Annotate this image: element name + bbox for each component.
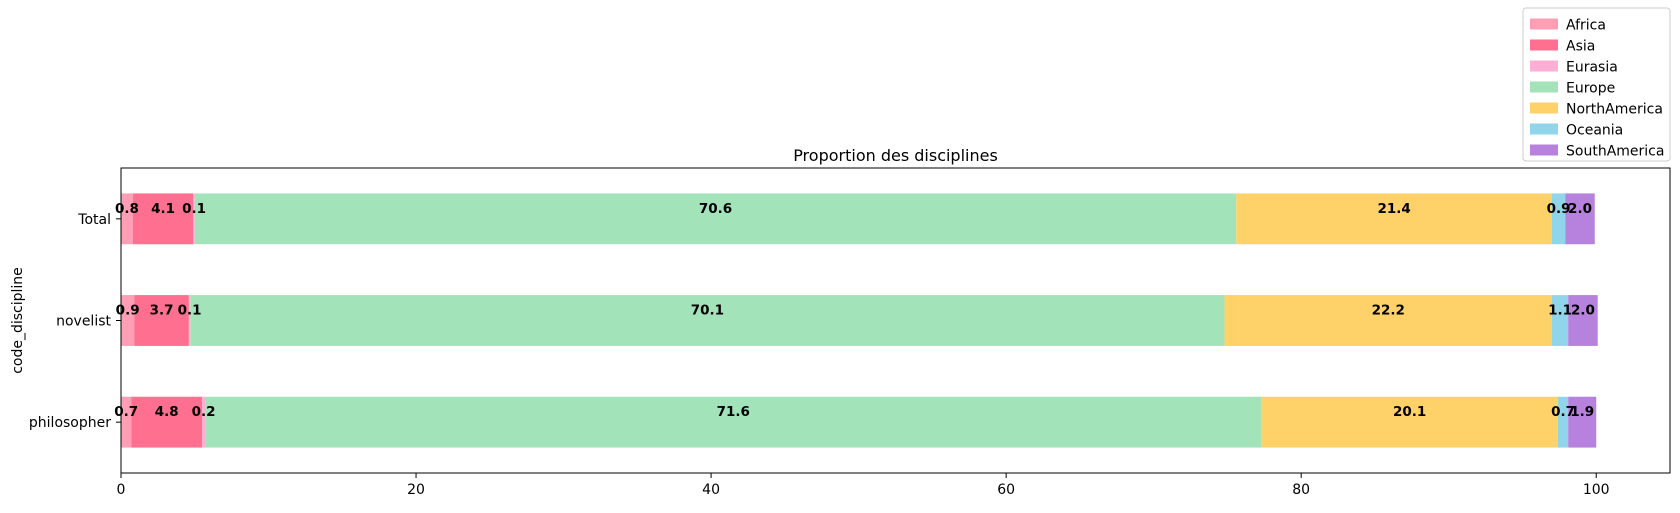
legend-label-europe: Europe bbox=[1566, 81, 1615, 97]
data-label-northamerica-novelist: 22.2 bbox=[1372, 303, 1405, 319]
data-label-asia-novelist: 3.7 bbox=[150, 303, 174, 319]
data-label-southamerica-total: 2.0 bbox=[1568, 201, 1592, 217]
data-label-asia-philosopher: 4.8 bbox=[155, 404, 179, 420]
bar-oceania-total bbox=[1551, 193, 1566, 245]
bar-asia-total bbox=[132, 193, 194, 245]
data-label-southamerica-philosopher: 1.9 bbox=[1570, 404, 1594, 420]
data-label-oceania-novelist: 1.1 bbox=[1548, 303, 1572, 319]
legend-box bbox=[1522, 7, 1671, 162]
bar-northamerica-total bbox=[1236, 193, 1552, 245]
x-tick-label-0: 0 bbox=[117, 482, 126, 498]
bar-europe-total bbox=[194, 193, 1237, 245]
data-label-africa-novelist: 0.9 bbox=[116, 303, 140, 319]
data-label-asia-total: 4.1 bbox=[151, 201, 175, 217]
bar-asia-philosopher bbox=[131, 396, 203, 448]
data-label-northamerica-philosopher: 20.1 bbox=[1393, 404, 1426, 420]
y-axis-label: code_discipline bbox=[10, 267, 26, 374]
data-label-africa-total: 0.8 bbox=[115, 201, 139, 217]
legend-swatch-africa bbox=[1530, 18, 1558, 30]
y-tick-label-philosopher: philosopher bbox=[29, 415, 111, 431]
data-label-europe-total: 70.6 bbox=[699, 201, 732, 217]
legend-label-eurasia: Eurasia bbox=[1566, 60, 1618, 76]
data-label-northamerica-total: 21.4 bbox=[1377, 201, 1410, 217]
bar-europe-novelist bbox=[190, 295, 1225, 346]
legend-label-southamerica: SouthAmerica bbox=[1566, 144, 1664, 160]
bar-southamerica-philosopher bbox=[1568, 396, 1597, 448]
data-label-oceania-total: 0.9 bbox=[1547, 201, 1571, 217]
bar-africa-novelist bbox=[121, 295, 135, 346]
data-label-eurasia-total: 0.1 bbox=[182, 201, 206, 217]
x-tick-label-60: 60 bbox=[997, 482, 1015, 498]
legend-swatch-asia bbox=[1530, 39, 1558, 51]
bar-southamerica-novelist bbox=[1568, 295, 1598, 346]
bar-oceania-philosopher bbox=[1557, 396, 1569, 448]
legend-label-northamerica: NorthAmerica bbox=[1566, 102, 1663, 118]
bar-oceania-novelist bbox=[1551, 295, 1569, 346]
x-tick-label-20: 20 bbox=[407, 482, 425, 498]
x-tick-label-40: 40 bbox=[702, 482, 720, 498]
bar-europe-philosopher bbox=[205, 396, 1262, 448]
legend-label-oceania: Oceania bbox=[1566, 123, 1623, 139]
data-label-southamerica-novelist: 2.0 bbox=[1571, 303, 1595, 319]
bar-southamerica-total bbox=[1565, 193, 1595, 245]
bar-asia-novelist bbox=[134, 295, 189, 346]
bar-africa-philosopher bbox=[121, 396, 132, 448]
legend-swatch-europe bbox=[1530, 81, 1558, 93]
legend-swatch-oceania bbox=[1530, 123, 1558, 135]
x-tick-label-100: 100 bbox=[1583, 482, 1610, 498]
data-label-eurasia-novelist: 0.1 bbox=[178, 303, 202, 319]
data-label-europe-novelist: 70.1 bbox=[691, 303, 724, 319]
x-tick-label-80: 80 bbox=[1292, 482, 1310, 498]
legend-label-africa: Africa bbox=[1566, 18, 1606, 34]
bar-eurasia-philosopher bbox=[202, 396, 206, 448]
chart-title: Proportion des disciplines bbox=[793, 146, 998, 165]
data-label-eurasia-philosopher: 0.2 bbox=[192, 404, 216, 420]
data-label-europe-philosopher: 71.6 bbox=[717, 404, 750, 420]
legend-swatch-northamerica bbox=[1530, 102, 1558, 114]
legend-swatch-southamerica bbox=[1530, 144, 1558, 156]
bar-northamerica-philosopher bbox=[1261, 396, 1558, 448]
bar-eurasia-total bbox=[193, 193, 195, 245]
data-label-africa-philosopher: 0.7 bbox=[114, 404, 138, 420]
legend-swatch-eurasia bbox=[1530, 60, 1558, 72]
plot-frame bbox=[120, 167, 1671, 474]
y-tick-label-total: Total bbox=[77, 212, 111, 228]
data-label-oceania-philosopher: 0.7 bbox=[1551, 404, 1575, 420]
y-tick-label-novelist: novelist bbox=[56, 314, 111, 330]
legend-label-asia: Asia bbox=[1566, 39, 1595, 55]
bar-africa-total bbox=[121, 193, 133, 245]
bar-eurasia-novelist bbox=[188, 295, 191, 346]
bar-northamerica-novelist bbox=[1224, 295, 1552, 346]
